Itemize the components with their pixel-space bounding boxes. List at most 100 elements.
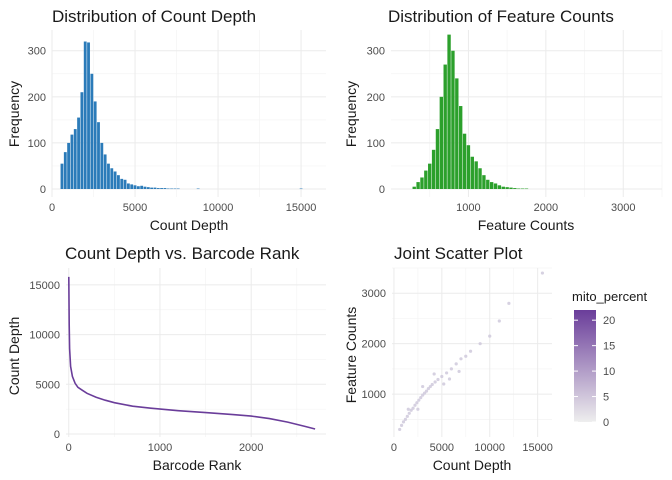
scatter-point bbox=[403, 417, 408, 421]
scatter-point bbox=[436, 377, 440, 382]
histogram-bar bbox=[163, 188, 167, 189]
y-tick-label: 15000 bbox=[29, 280, 60, 292]
histogram-bar bbox=[451, 50, 455, 189]
grid bbox=[66, 268, 326, 437]
histogram-bar bbox=[513, 188, 517, 189]
histogram-bar bbox=[524, 188, 529, 190]
histogram-bar bbox=[93, 101, 97, 189]
scatter-point bbox=[468, 349, 473, 353]
line bbox=[68, 276, 316, 430]
histogram-bar bbox=[73, 129, 77, 189]
histogram-bar bbox=[150, 187, 154, 189]
histogram-bar bbox=[170, 188, 173, 190]
scatter-point bbox=[428, 384, 432, 389]
histogram-bar bbox=[70, 134, 74, 189]
scatter-point bbox=[415, 401, 419, 405]
scatter-point bbox=[417, 398, 421, 402]
scatter-point bbox=[478, 342, 482, 346]
scatter-point bbox=[540, 271, 545, 275]
x-axis-title: Count Depth bbox=[433, 457, 512, 473]
y-tick-label: 10000 bbox=[29, 330, 60, 342]
legend-title: mito_percent bbox=[572, 289, 648, 304]
scatter-point bbox=[447, 377, 452, 381]
histogram-bar bbox=[107, 163, 110, 189]
histogram-bar bbox=[474, 161, 478, 189]
histogram-bar bbox=[435, 129, 440, 189]
scatter-point bbox=[399, 423, 404, 427]
histogram-bar bbox=[60, 163, 64, 189]
y-tick-label: 0 bbox=[54, 429, 60, 441]
scatter-point bbox=[464, 354, 468, 358]
tick-labels: 0 5000 10000 15000 1000 2000 3000 bbox=[362, 288, 553, 454]
histogram-bar bbox=[509, 187, 513, 189]
histogram-bar bbox=[153, 187, 157, 189]
legend-tick-label: 0 bbox=[603, 417, 609, 429]
y-tick-label: 0 bbox=[40, 184, 46, 196]
x-tick-label: 1000 bbox=[148, 442, 172, 454]
scatter-point bbox=[497, 319, 501, 323]
x-tick-label: 2000 bbox=[534, 202, 558, 214]
histogram-bar bbox=[517, 188, 521, 190]
y-tick-label: 100 bbox=[28, 138, 46, 150]
legend-ticks: 0 5 10 15 20 bbox=[574, 315, 615, 429]
y-tick-label: 2000 bbox=[362, 339, 386, 351]
scatter-point bbox=[405, 414, 409, 418]
panel-joint-scatter: Joint Scatter Plot 0 5000 10000 15000 1000 20… bbox=[343, 244, 648, 473]
histogram-bar bbox=[77, 117, 80, 189]
histogram-bar bbox=[140, 185, 144, 189]
scatter-point bbox=[416, 407, 420, 411]
scatter-point bbox=[426, 386, 431, 391]
histogram-bar bbox=[489, 182, 494, 189]
y-tick-label: 0 bbox=[379, 184, 385, 196]
histogram-bar bbox=[424, 170, 428, 189]
histogram-bar bbox=[299, 188, 303, 190]
color-legend: mito_percent 0 5 10 15 20 bbox=[572, 289, 648, 429]
panel-count-depth-histogram: Distribution of Count Depth 0 5000 10000 15… bbox=[6, 7, 326, 233]
histogram-bar bbox=[63, 152, 67, 189]
scatter-point bbox=[432, 372, 436, 376]
histogram-bar bbox=[455, 78, 459, 189]
scatter-point bbox=[413, 403, 417, 407]
histogram-bar bbox=[466, 145, 471, 189]
points bbox=[398, 271, 545, 432]
scatter-point bbox=[430, 382, 434, 387]
scatter-point bbox=[421, 384, 425, 389]
y-axis-title: Frequency bbox=[343, 81, 359, 147]
scatter-point bbox=[407, 411, 411, 415]
histogram-bar bbox=[80, 92, 84, 189]
histogram-bar bbox=[447, 34, 451, 189]
histogram-bar bbox=[100, 142, 104, 189]
histogram-bar bbox=[196, 188, 200, 190]
histogram-bar bbox=[156, 188, 160, 189]
scatter-point bbox=[459, 357, 463, 361]
histogram-bar bbox=[126, 183, 130, 189]
histogram-bar bbox=[493, 183, 498, 189]
histogram-bar bbox=[160, 188, 164, 189]
legend-tick-label: 10 bbox=[603, 366, 615, 378]
histogram-bar bbox=[478, 168, 482, 189]
scatter-point bbox=[445, 371, 449, 375]
x-axis-title: Count Depth bbox=[150, 217, 229, 233]
histogram-bar bbox=[176, 188, 180, 190]
x-tick-label: 15000 bbox=[286, 202, 317, 214]
y-axis-title: Count Depth bbox=[6, 317, 22, 396]
y-tick-label: 200 bbox=[367, 92, 385, 104]
x-tick-label: 2000 bbox=[239, 442, 263, 454]
x-tick-label: 0 bbox=[66, 442, 72, 454]
legend-tick-label: 5 bbox=[603, 392, 609, 404]
histogram-bar bbox=[90, 73, 94, 189]
histogram-bar bbox=[113, 171, 117, 189]
histogram-bar bbox=[123, 179, 127, 189]
bars bbox=[412, 34, 529, 190]
x-tick-label: 3000 bbox=[611, 202, 635, 214]
grid bbox=[391, 30, 663, 197]
scatter-point bbox=[457, 369, 461, 374]
y-axis-title: Frequency bbox=[6, 81, 22, 147]
scatter-point bbox=[398, 427, 402, 432]
histogram-bar bbox=[420, 177, 424, 189]
histogram-bar bbox=[431, 149, 436, 189]
histogram-bar bbox=[501, 186, 505, 189]
scatter-point bbox=[424, 389, 429, 393]
histogram-bar bbox=[103, 154, 107, 189]
histogram-bar bbox=[110, 168, 114, 189]
